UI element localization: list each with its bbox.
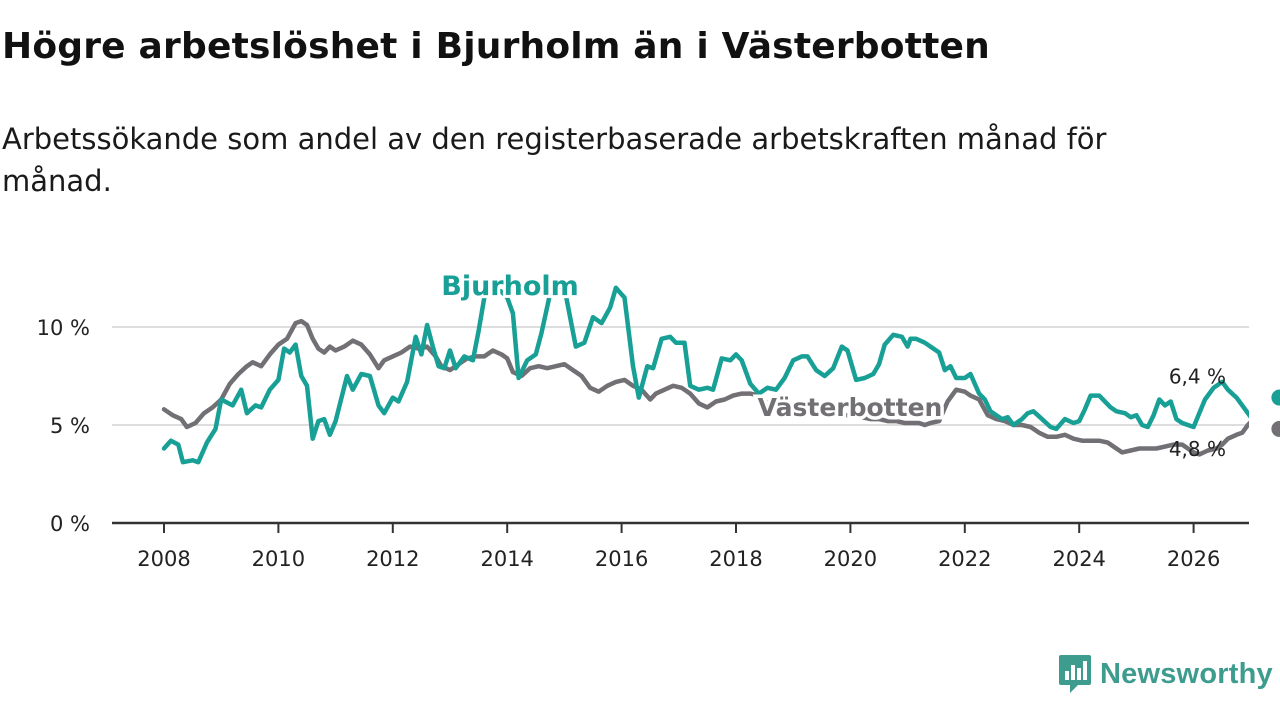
x-tick-label: 2016 — [595, 547, 648, 571]
x-tick-label: 2024 — [1052, 547, 1105, 571]
series-label-vasterbotten: Västerbotten — [758, 393, 943, 422]
brand-name: Newsworthy — [1100, 657, 1273, 690]
series-label-bjurholm: Bjurholm — [441, 271, 579, 302]
series — [161, 285, 1280, 465]
brand[interactable]: Newsworthy — [1058, 652, 1273, 696]
end-point-vasterbotten — [1271, 420, 1280, 437]
x-tick-label: 2014 — [480, 547, 533, 571]
chart-title: Högre arbetslöshet i Bjurholm än i Väste… — [2, 26, 990, 67]
x-tick-label: 2026 — [1167, 547, 1220, 571]
y-tick-label: 5 % — [50, 414, 90, 438]
labels: 6,4 % 4,8 % Bjurholm Västerbotten — [438, 268, 1226, 461]
y-tick-label: 0 % — [50, 512, 90, 536]
y-tick-label: 10 % — [37, 316, 90, 340]
x-tick-label: 2018 — [709, 547, 762, 571]
chart-subtitle: Arbetssökande som andel av den registerb… — [2, 122, 1107, 198]
x-tick-label: 2012 — [366, 547, 419, 571]
axes: 0 % 5 % 10 % 2008 2010 2012 2014 2016 2018 2020 20… — [37, 316, 1249, 571]
newsworthy-logo-icon — [1059, 655, 1091, 693]
x-tick-label: 2008 — [137, 547, 190, 571]
x-tick-label: 2010 — [252, 547, 305, 571]
series-line-vasterbotten — [161, 318, 1249, 457]
series-line-bjurholm — [161, 285, 1249, 465]
end-value-label: 4,8 % — [1169, 437, 1226, 461]
x-tick-label: 2022 — [938, 547, 991, 571]
x-tick-label: 2020 — [824, 547, 877, 571]
end-value-label: 6,4 % — [1169, 365, 1226, 389]
end-point-bjurholm — [1271, 389, 1280, 406]
